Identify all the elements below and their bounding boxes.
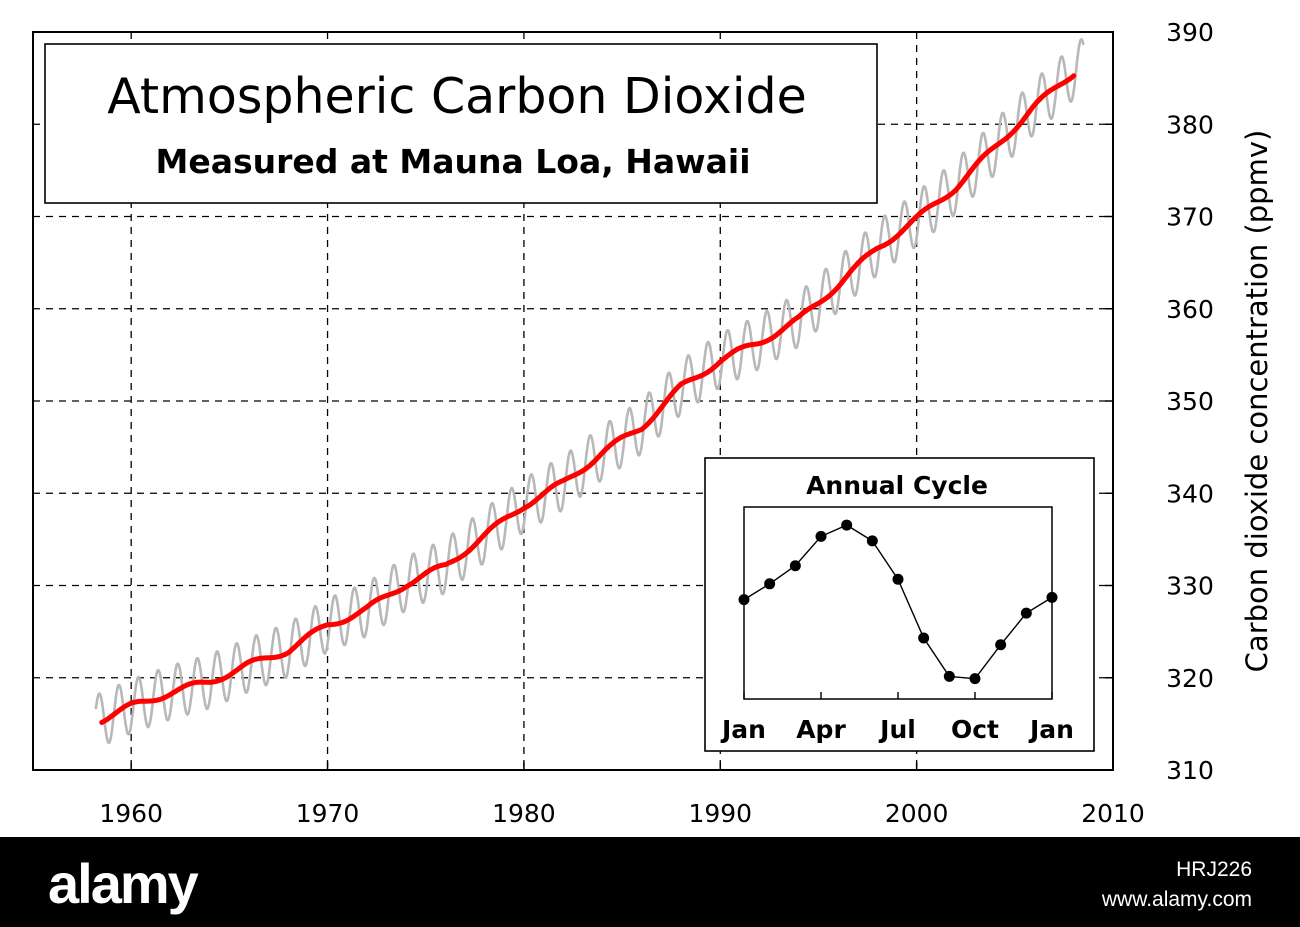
x-tick-label: 2010: [1081, 799, 1145, 828]
y-tick-label: 310: [1166, 756, 1214, 785]
series-trend: [99, 72, 1077, 725]
inset-point: [943, 670, 955, 682]
inset-tick-label: Apr: [796, 715, 846, 744]
inset-point: [892, 573, 904, 585]
inset-tick-label: Jan: [720, 715, 766, 744]
inset-tick-label: Jul: [878, 715, 916, 744]
y-axis-title: Carbon dioxide concentration (ppmv): [1240, 130, 1274, 673]
watermark-logo: alamy: [48, 852, 199, 915]
inset-point: [764, 578, 776, 590]
inset-point: [815, 530, 827, 542]
y-tick-label: 370: [1166, 203, 1214, 232]
y-tick-label: 380: [1166, 110, 1214, 139]
inset-point: [969, 673, 981, 685]
watermark-bar: alamy HRJ226 www.alamy.com: [0, 837, 1300, 927]
watermark-info: HRJ226 www.alamy.com: [1102, 855, 1252, 915]
y-tick-label: 340: [1166, 479, 1214, 508]
x-tick-label: 1960: [99, 799, 163, 828]
y-tick-label: 390: [1166, 18, 1214, 47]
inset-point: [738, 594, 750, 606]
x-tick-label: 1980: [492, 799, 556, 828]
inset-point: [918, 632, 930, 644]
inset-point: [1046, 591, 1058, 603]
y-tick-label: 350: [1166, 387, 1214, 416]
y-tick-label: 330: [1166, 572, 1214, 601]
inset-tick-label: Oct: [951, 715, 999, 744]
y-tick-label: 320: [1166, 664, 1214, 693]
inset-point: [789, 560, 801, 572]
y-tick-label: 360: [1166, 295, 1214, 324]
inset-title: Annual Cycle: [806, 471, 988, 500]
x-tick-label: 1970: [296, 799, 360, 828]
inset-tick-label: Jan: [1028, 715, 1074, 744]
seasonal-line: [94, 38, 1085, 745]
chart-title: Atmospheric Carbon Dioxide: [107, 68, 806, 125]
series-seasonal: [94, 38, 1085, 745]
co2-chart: 1960 1970 1980 1990 2000 2010 310 320 330 340 350…: [32, 18, 1274, 828]
chart-subtitle: Measured at Mauna Loa, Hawaii: [155, 142, 750, 181]
inset-plot-frame: [743, 506, 1053, 700]
trend-line: [99, 73, 1077, 725]
title-box: [44, 43, 878, 204]
inset-point: [1020, 607, 1032, 619]
x-tick-label: 1990: [688, 799, 752, 828]
inset-point: [866, 535, 878, 547]
inset-x-ticks: Jan Apr Jul Oct Jan: [720, 692, 1074, 744]
inset-series: [738, 519, 1058, 685]
inset-point: [841, 519, 853, 531]
x-axis-ticks: 1960 1970 1980 1990 2000 2010: [99, 762, 1145, 828]
watermark-image-id: HRJ226: [1176, 858, 1252, 881]
x-tick-label: 2000: [885, 799, 949, 828]
watermark-site: www.alamy.com: [1101, 888, 1252, 911]
inset-point: [995, 639, 1007, 651]
y-axis-ticks: 310 320 330 340 350 360 370 380 390: [1105, 18, 1214, 785]
